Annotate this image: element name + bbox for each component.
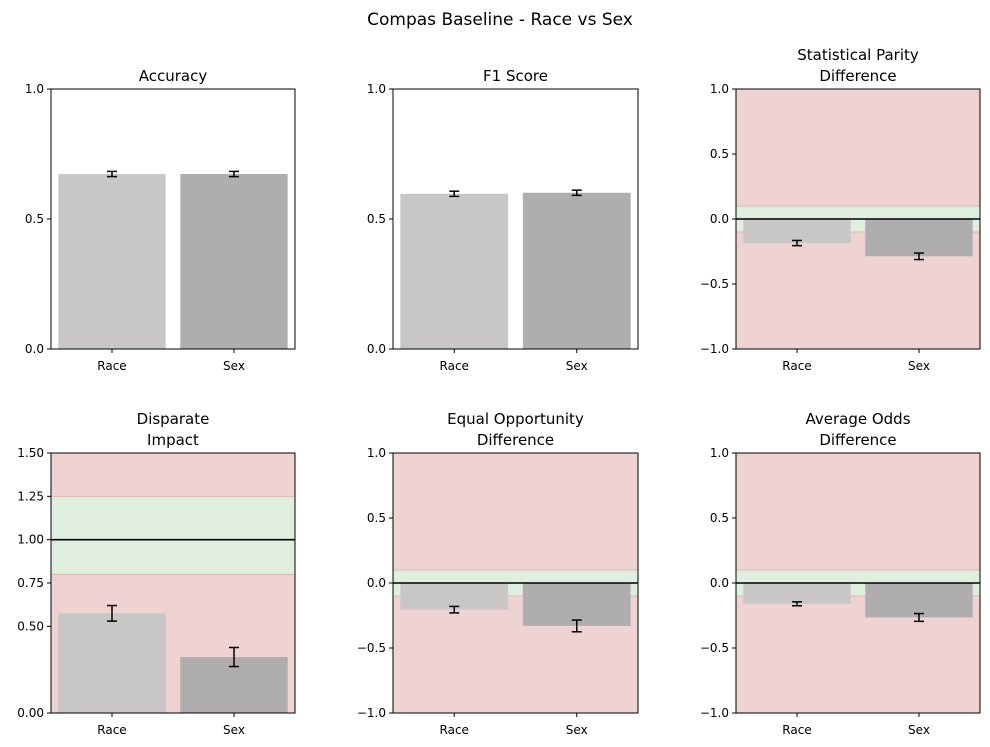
y-tick-label: 0.00 xyxy=(17,706,44,720)
y-tick-label: 1.50 xyxy=(17,446,44,460)
unfair-region-upper xyxy=(51,453,295,497)
panel-title: Equal Opportunity Difference xyxy=(447,410,584,449)
y-tick-label: 0.0 xyxy=(710,212,729,226)
unfair-region-upper xyxy=(393,453,638,570)
error-bar-race xyxy=(107,170,117,178)
bar-race xyxy=(58,174,166,349)
error-bar-sex xyxy=(571,189,582,197)
error-bar-race xyxy=(107,604,117,622)
y-tick-label: −1.0 xyxy=(700,342,729,356)
x-tick-label: Sex xyxy=(908,723,930,737)
x-tick-label: Sex xyxy=(566,359,588,373)
chart-panel-3: Race Sex −1.0 −0.5 0.0 0.5 1.0 Statistical Pari… xyxy=(700,46,981,373)
bar-sex xyxy=(865,219,973,257)
y-tick-label: 0.0 xyxy=(367,342,386,356)
bar-sex xyxy=(865,583,973,618)
bar-race xyxy=(743,583,851,604)
y-tick-label: 1.0 xyxy=(367,82,386,96)
x-tick-label: Sex xyxy=(908,359,930,373)
y-tick-label: 0.0 xyxy=(367,576,386,590)
chart-panel-4: Race Sex 0.00 0.50 0.75 1.00 1.25 1.50 Disparate… xyxy=(17,410,296,737)
error-bar-race xyxy=(449,605,460,614)
panel-title: Disparate Impact xyxy=(137,410,210,449)
x-tick-label: Race xyxy=(440,359,469,373)
y-tick-label: −1.0 xyxy=(700,706,729,720)
error-bar-race xyxy=(792,601,802,607)
error-bar-sex xyxy=(229,646,239,668)
y-tick-label: 0.5 xyxy=(25,212,44,226)
error-bar-sex xyxy=(914,612,924,623)
unfair-region-upper xyxy=(736,453,980,570)
x-tick-label: Sex xyxy=(223,723,245,737)
unfair-region-upper xyxy=(736,89,980,206)
x-tick-label: Race xyxy=(782,359,811,373)
error-bar-race xyxy=(792,239,802,247)
panel-title: Accuracy xyxy=(139,67,208,85)
y-tick-label: −0.5 xyxy=(357,641,386,655)
bar-race xyxy=(400,193,509,349)
chart-panel-6: Race Sex −1.0 −0.5 0.0 0.5 1.0 Average Odds Diff… xyxy=(700,410,981,737)
panel-title: F1 Score xyxy=(483,67,548,85)
x-tick-label: Race xyxy=(440,723,469,737)
y-tick-label: −0.5 xyxy=(700,277,729,291)
bar-race xyxy=(58,613,166,713)
y-tick-label: 1.25 xyxy=(17,489,44,503)
x-tick-label: Sex xyxy=(566,723,588,737)
x-tick-label: Race xyxy=(97,723,126,737)
x-tick-label: Race xyxy=(782,723,811,737)
bar-sex xyxy=(522,583,631,626)
chart-panel-5: Race Sex −1.0 −0.5 0.0 0.5 1.0 Equal Opportunit… xyxy=(357,410,639,737)
figure-title: Compas Baseline - Race vs Sex xyxy=(367,10,633,30)
y-tick-label: 0.5 xyxy=(367,511,386,525)
y-tick-label: 1.0 xyxy=(710,446,729,460)
y-tick-label: 0.0 xyxy=(710,576,729,590)
bar-race xyxy=(400,583,509,610)
y-tick-label: 0.75 xyxy=(17,576,44,590)
y-tick-label: −1.0 xyxy=(357,706,386,720)
error-bar-sex xyxy=(229,170,239,178)
x-tick-label: Race xyxy=(97,359,126,373)
error-bar-sex xyxy=(914,252,924,261)
y-tick-label: 1.0 xyxy=(367,446,386,460)
panel-title: Average Odds Difference xyxy=(805,410,910,449)
y-tick-label: 1.00 xyxy=(17,533,44,547)
y-tick-label: 1.0 xyxy=(25,82,44,96)
y-tick-label: −0.5 xyxy=(700,641,729,655)
x-tick-label: Sex xyxy=(223,359,245,373)
fair-region xyxy=(51,496,295,575)
error-bar-sex xyxy=(571,619,582,633)
bar-sex xyxy=(180,174,288,349)
y-tick-label: 0.0 xyxy=(25,342,44,356)
error-bar-race xyxy=(449,190,460,198)
y-tick-label: 0.5 xyxy=(710,147,729,161)
panel-title: Statistical Parity Difference xyxy=(797,46,919,85)
chart-panel-1: Race Sex 0.0 0.5 1.0 Accuracy xyxy=(25,67,296,373)
chart-panel-2: Race Sex 0.0 0.5 1.0 F1 Score xyxy=(367,67,639,373)
y-tick-label: 0.5 xyxy=(710,511,729,525)
y-tick-label: 1.0 xyxy=(710,82,729,96)
y-tick-label: 0.5 xyxy=(367,212,386,226)
y-tick-label: 0.50 xyxy=(17,619,44,633)
bar-race xyxy=(743,219,851,244)
bar-sex xyxy=(522,192,631,349)
